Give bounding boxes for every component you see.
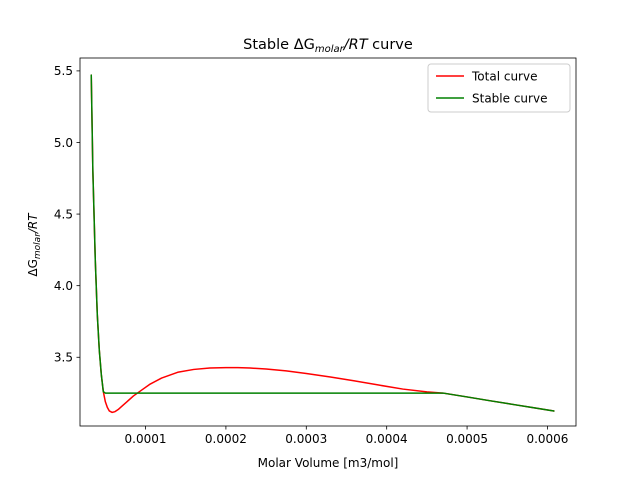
legend-label-stable-curve: Stable curve (472, 91, 547, 105)
series-line-stable-curve (90, 74, 555, 412)
chart-title: Stable ΔGmolar/RT curve (243, 37, 413, 55)
series-line-total-curve (90, 74, 555, 414)
legend-label-total-curve: Total curve (471, 69, 537, 83)
plot-background (80, 58, 576, 426)
y-tick-label: 4.0 (54, 279, 73, 293)
x-tick-label: 0.0001 (125, 432, 167, 446)
legend: Total curve Stable curve (427, 63, 571, 113)
x-tick-label: 0.0002 (205, 432, 247, 446)
y-tick-label: 5.0 (54, 136, 73, 150)
x-tick-label: 0.0004 (366, 432, 408, 446)
x-tick-label: 0.0005 (446, 432, 488, 446)
y-axis-label: ΔGmolar/RT (26, 212, 43, 277)
axes-layer: 0.0001 0.0002 0.0003 0.0004 0.0005 0.0006 3.5 4… (54, 57, 577, 446)
y-tick-label: 4.5 (54, 207, 73, 221)
series-layer (90, 74, 555, 414)
x-axis-label: Molar Volume [m3/mol] (258, 456, 399, 470)
plot-area (80, 58, 576, 426)
y-tick-label: 3.5 (54, 351, 73, 365)
x-tick-label: 0.0006 (526, 432, 568, 446)
y-tick-label: 5.5 (54, 64, 73, 78)
axes-frame (79, 57, 577, 427)
x-tick-label: 0.0003 (285, 432, 327, 446)
